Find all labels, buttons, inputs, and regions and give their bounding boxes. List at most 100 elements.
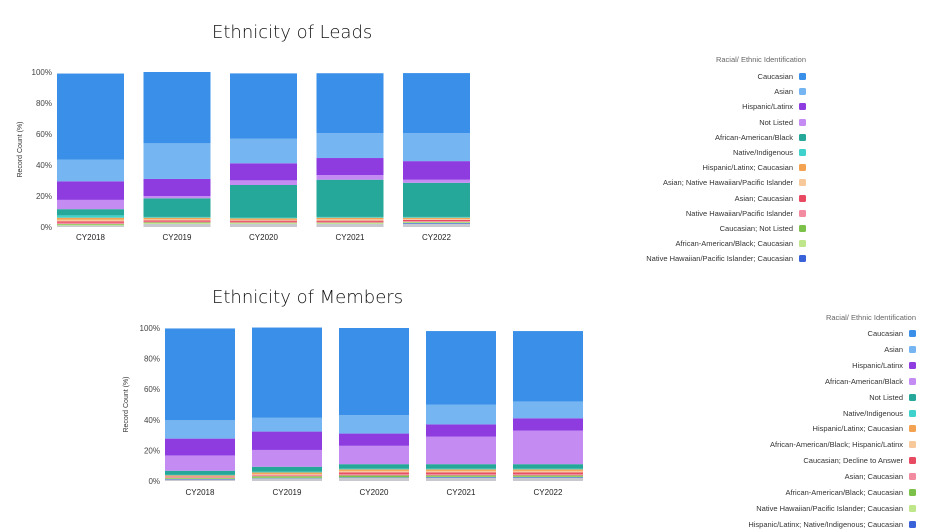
bar-segment[interactable] xyxy=(339,469,409,471)
bar-segment[interactable] xyxy=(339,464,409,468)
bar-segment[interactable] xyxy=(513,475,583,476)
bar-segment[interactable] xyxy=(165,328,235,420)
bar-segment[interactable] xyxy=(403,220,470,221)
bar-segment[interactable] xyxy=(339,472,409,474)
bar-segment[interactable] xyxy=(426,475,496,476)
bar-segment[interactable] xyxy=(252,418,322,432)
bar-segment[interactable] xyxy=(426,474,496,476)
bar-segment[interactable] xyxy=(252,474,322,475)
legend-item[interactable]: Not Listed xyxy=(869,393,916,402)
bar-segment[interactable] xyxy=(252,479,322,481)
legend-item[interactable]: Caucasian xyxy=(758,72,806,81)
bar-segment[interactable] xyxy=(317,175,384,180)
bar-segment[interactable] xyxy=(230,222,297,223)
bar-segment[interactable] xyxy=(426,472,496,474)
bar-segment[interactable] xyxy=(339,415,409,433)
bar-segment[interactable] xyxy=(165,477,235,478)
bar-segment[interactable] xyxy=(426,471,496,473)
bar-segment[interactable] xyxy=(339,446,409,464)
bar-segment[interactable] xyxy=(317,133,384,158)
bar-segment[interactable] xyxy=(403,224,470,227)
bar-segment[interactable] xyxy=(426,424,496,436)
bar-segment[interactable] xyxy=(403,161,470,180)
bar-segment[interactable] xyxy=(230,218,297,219)
bar-segment[interactable] xyxy=(144,219,211,220)
bar-segment[interactable] xyxy=(144,179,211,196)
bar-segment[interactable] xyxy=(165,439,235,456)
bar-segment[interactable] xyxy=(339,471,409,473)
bar-segment[interactable] xyxy=(339,475,409,477)
bar-segment[interactable] xyxy=(57,215,124,217)
legend-item[interactable]: Native/Indigenous xyxy=(733,148,806,157)
bar-segment[interactable] xyxy=(317,221,384,222)
bar-segment[interactable] xyxy=(426,469,496,470)
bar-segment[interactable] xyxy=(403,222,470,223)
bar-segment[interactable] xyxy=(230,180,297,185)
bar-segment[interactable] xyxy=(57,223,124,224)
bar-segment[interactable] xyxy=(252,328,322,418)
bar-segment[interactable] xyxy=(252,472,322,473)
bar-segment[interactable] xyxy=(317,224,384,227)
legend-item[interactable]: African-American/Black xyxy=(825,377,916,386)
bar-segment[interactable] xyxy=(230,163,297,180)
bar-segment[interactable] xyxy=(252,467,322,472)
bar-segment[interactable] xyxy=(317,180,384,217)
legend-item[interactable]: African-American/Black; Caucasian xyxy=(785,488,916,497)
legend-item[interactable]: African-American/Black; Caucasian xyxy=(675,239,806,248)
bar-segment[interactable] xyxy=(426,464,496,468)
legend-item[interactable]: Native Hawaiian/Pacific Islander; Caucas… xyxy=(756,504,916,513)
bar-segment[interactable] xyxy=(57,181,124,200)
bar-segment[interactable] xyxy=(513,472,583,474)
legend-item[interactable]: Hispanic/Latinx; Caucasian xyxy=(813,424,916,433)
legend-item[interactable]: Asian xyxy=(774,87,806,96)
bar-segment[interactable] xyxy=(57,74,124,160)
bar-segment[interactable] xyxy=(426,405,496,425)
bar-segment[interactable] xyxy=(252,472,322,474)
bar-segment[interactable] xyxy=(144,222,211,223)
bar-segment[interactable] xyxy=(57,225,124,227)
bar-segment[interactable] xyxy=(403,183,470,217)
legend-item[interactable]: Not Listed xyxy=(759,118,806,127)
legend-item[interactable]: Hispanic/Latinx; Caucasian xyxy=(703,163,806,172)
bar-segment[interactable] xyxy=(317,218,384,220)
legend-item[interactable]: Caucasian xyxy=(868,329,916,338)
bar-segment[interactable] xyxy=(252,450,322,467)
legend-item[interactable]: African-American/Black xyxy=(715,133,806,142)
bar-segment[interactable] xyxy=(339,434,409,446)
bar-segment[interactable] xyxy=(144,196,211,198)
bar-segment[interactable] xyxy=(513,401,583,418)
legend-item[interactable]: Native/Indigenous xyxy=(843,409,916,418)
legend-item[interactable]: Caucasian; Decline to Answer xyxy=(803,456,916,465)
legend-item[interactable]: Asian; Native Hawaiian/Pacific Islander xyxy=(663,178,806,187)
bar-segment[interactable] xyxy=(165,471,235,475)
legend-item[interactable]: Native Hawaiian/Pacific Islander xyxy=(686,209,806,218)
bar-segment[interactable] xyxy=(165,420,235,438)
bar-segment[interactable] xyxy=(403,221,470,222)
bar-segment[interactable] xyxy=(57,221,124,223)
bar-segment[interactable] xyxy=(252,476,322,478)
legend-item[interactable]: African-American/Black; Hispanic/Latinx xyxy=(770,440,916,449)
bar-segment[interactable] xyxy=(426,477,496,478)
legend-item[interactable]: Hispanic/Latinx; Native/Indigenous; Cauc… xyxy=(748,520,916,529)
bar-segment[interactable] xyxy=(144,222,211,223)
bar-segment[interactable] xyxy=(403,223,470,224)
bar-segment[interactable] xyxy=(513,469,583,471)
bar-segment[interactable] xyxy=(513,474,583,476)
bar-segment[interactable] xyxy=(513,431,583,465)
bar-segment[interactable] xyxy=(230,185,297,218)
bar-segment[interactable] xyxy=(57,209,124,215)
legend-item[interactable]: Asian; Caucasian xyxy=(735,194,806,203)
legend-item[interactable]: Hispanic/Latinx xyxy=(852,361,916,370)
bar-segment[interactable] xyxy=(403,180,470,183)
legend-item[interactable]: Asian xyxy=(884,345,916,354)
bar-segment[interactable] xyxy=(230,221,297,222)
bar-segment[interactable] xyxy=(230,218,297,220)
bar-segment[interactable] xyxy=(403,73,470,133)
bar-segment[interactable] xyxy=(513,471,583,473)
bar-segment[interactable] xyxy=(317,158,384,175)
bar-segment[interactable] xyxy=(144,224,211,227)
legend-item[interactable]: Native Hawaiian/Pacific Islander; Caucas… xyxy=(646,254,806,263)
bar-segment[interactable] xyxy=(317,219,384,220)
bar-segment[interactable] xyxy=(513,418,583,430)
bar-segment[interactable] xyxy=(57,200,124,209)
